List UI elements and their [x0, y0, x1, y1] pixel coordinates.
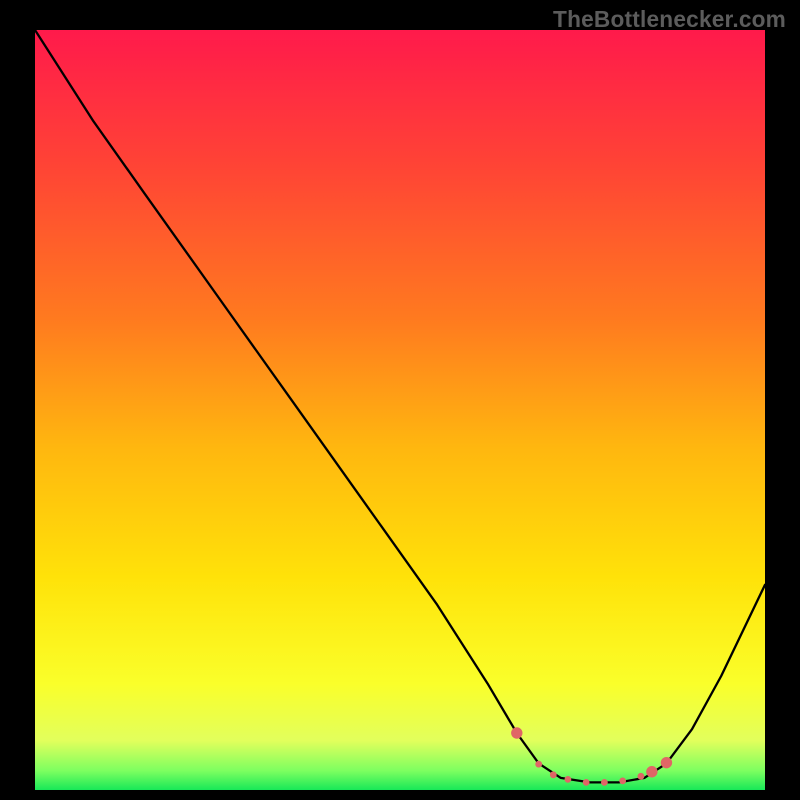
curve-marker: [583, 780, 589, 786]
curve-marker: [647, 767, 657, 777]
watermark-text: TheBottlenecker.com: [553, 6, 786, 33]
curve-marker: [638, 773, 644, 779]
chart-container: TheBottlenecker.com: [0, 0, 800, 800]
curve-marker: [536, 761, 542, 767]
curve-marker: [550, 772, 556, 778]
curve-marker: [661, 757, 671, 767]
chart-svg: [35, 30, 765, 790]
curve-marker: [602, 780, 608, 786]
curve-marker: [565, 776, 571, 782]
curve-marker: [620, 778, 626, 784]
curve-marker: [512, 728, 522, 738]
gradient-background: [35, 30, 765, 790]
plot-area: [35, 30, 765, 790]
